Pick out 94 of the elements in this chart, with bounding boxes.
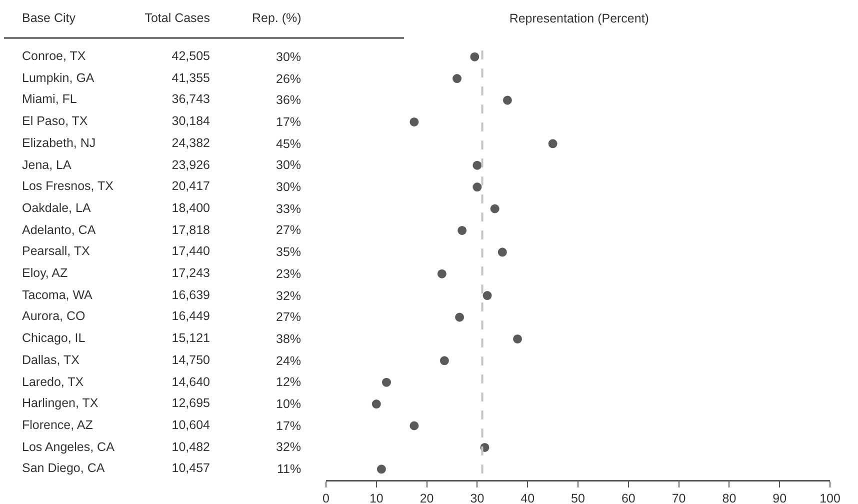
x-tick-label: 60: [621, 492, 636, 504]
category-label: Los Angeles, CA: [22, 438, 114, 456]
category-label: Laredo, TX: [22, 374, 84, 390]
data-label: 12%: [276, 375, 302, 389]
point: [452, 74, 462, 84]
point: [490, 204, 500, 214]
data-label: 26%: [276, 72, 302, 86]
data-label: 10,482: [172, 438, 210, 456]
point: [376, 464, 386, 474]
category-label: Harlingen, TX: [22, 395, 98, 412]
data-label: 14,640: [172, 374, 210, 390]
point: [458, 226, 467, 235]
data-label: 27%: [276, 223, 302, 237]
data-label: 16,449: [172, 308, 210, 326]
category-label: Adelanto, CA: [22, 222, 96, 239]
data-label: 30%: [276, 180, 302, 194]
category-label: San Diego, CA: [22, 460, 105, 478]
point: [437, 269, 446, 278]
data-label: 10,604: [172, 416, 210, 434]
x-tick-label: 20: [420, 492, 434, 504]
category-label: Pearsall, TX: [22, 243, 90, 260]
point: [470, 52, 480, 62]
point: [372, 400, 381, 409]
data-label: 10%: [276, 397, 302, 411]
data-label: 23,926: [172, 156, 210, 174]
category-label: Los Fresnos, TX: [22, 178, 114, 196]
category-label: Miami, FL: [22, 91, 77, 108]
data-label: 35%: [276, 245, 302, 259]
data-label: 10,457: [172, 460, 210, 478]
data-label: 24,382: [172, 134, 210, 152]
data-label: 18,400: [172, 200, 210, 217]
point: [472, 182, 482, 192]
data-label: 17%: [276, 419, 302, 433]
x-tick-label: 10: [369, 492, 384, 504]
point: [440, 356, 449, 366]
data-label: 17,243: [172, 265, 210, 282]
x-tick-label: 40: [520, 492, 535, 504]
category-label: Jena, LA: [22, 156, 72, 174]
data-label: 11%: [277, 462, 302, 476]
data-label: 32%: [276, 440, 302, 454]
category-label: Chicago, IL: [22, 330, 86, 348]
category-label: Florence, AZ: [22, 416, 93, 434]
point: [513, 334, 522, 344]
category-label: El Paso, TX: [22, 113, 88, 130]
point: [502, 96, 512, 105]
x-tick-label: 100: [820, 492, 840, 504]
point: [548, 139, 558, 148]
point: [382, 378, 391, 387]
data-label: 30,184: [172, 113, 210, 130]
x-tick-label: 90: [772, 492, 787, 504]
data-label: 33%: [276, 202, 302, 216]
point: [498, 248, 507, 257]
data-label: 38%: [276, 332, 302, 346]
data-label: 36%: [276, 93, 302, 107]
text: Base City: [22, 10, 76, 27]
data-label: 16,639: [172, 286, 210, 304]
data-label: 41,355: [172, 70, 210, 87]
category-label: Dallas, TX: [22, 352, 80, 369]
data-label: 24%: [276, 354, 302, 368]
data-label: 42,505: [172, 48, 210, 65]
category-label: Conroe, TX: [22, 48, 86, 65]
data-label: 12,695: [172, 395, 210, 412]
data-label: 17,440: [172, 243, 210, 260]
data-label: 23%: [276, 267, 302, 281]
x-tick-label: 70: [672, 492, 686, 504]
category-label: Tacoma, WA: [22, 286, 92, 304]
data-label: 45%: [276, 137, 302, 151]
data-label: 30%: [276, 158, 302, 172]
point: [410, 421, 419, 430]
data-label: 30%: [276, 50, 302, 64]
x-tick-label: 50: [571, 492, 585, 504]
data-label: 17%: [276, 115, 302, 129]
point: [482, 291, 492, 300]
data-label: 17,818: [172, 222, 210, 239]
category-label: Lumpkin, GA: [22, 70, 94, 87]
x-tick-label: 0: [322, 492, 330, 504]
data-label: 20,417: [172, 178, 210, 196]
data-label: 27%: [276, 310, 302, 324]
point: [410, 117, 419, 126]
x-tick-label: 80: [722, 492, 736, 504]
text: Rep. (%): [252, 11, 302, 25]
category-label: Aurora, CO: [22, 308, 86, 326]
category-label: Oakdale, LA: [22, 200, 91, 217]
x-tick-label: 30: [470, 492, 484, 504]
point: [455, 312, 464, 322]
data-label: 14,750: [172, 352, 210, 369]
category-label: Elizabeth, NJ: [22, 134, 96, 152]
data-label: 32%: [276, 289, 302, 303]
point: [472, 160, 482, 170]
text: Total Cases: [144, 10, 210, 27]
data-label: 15,121: [172, 330, 210, 348]
chart-title: Representation (Percent): [509, 11, 649, 26]
data-label: 36,743: [172, 91, 210, 108]
category-label: Eloy, AZ: [22, 265, 68, 282]
